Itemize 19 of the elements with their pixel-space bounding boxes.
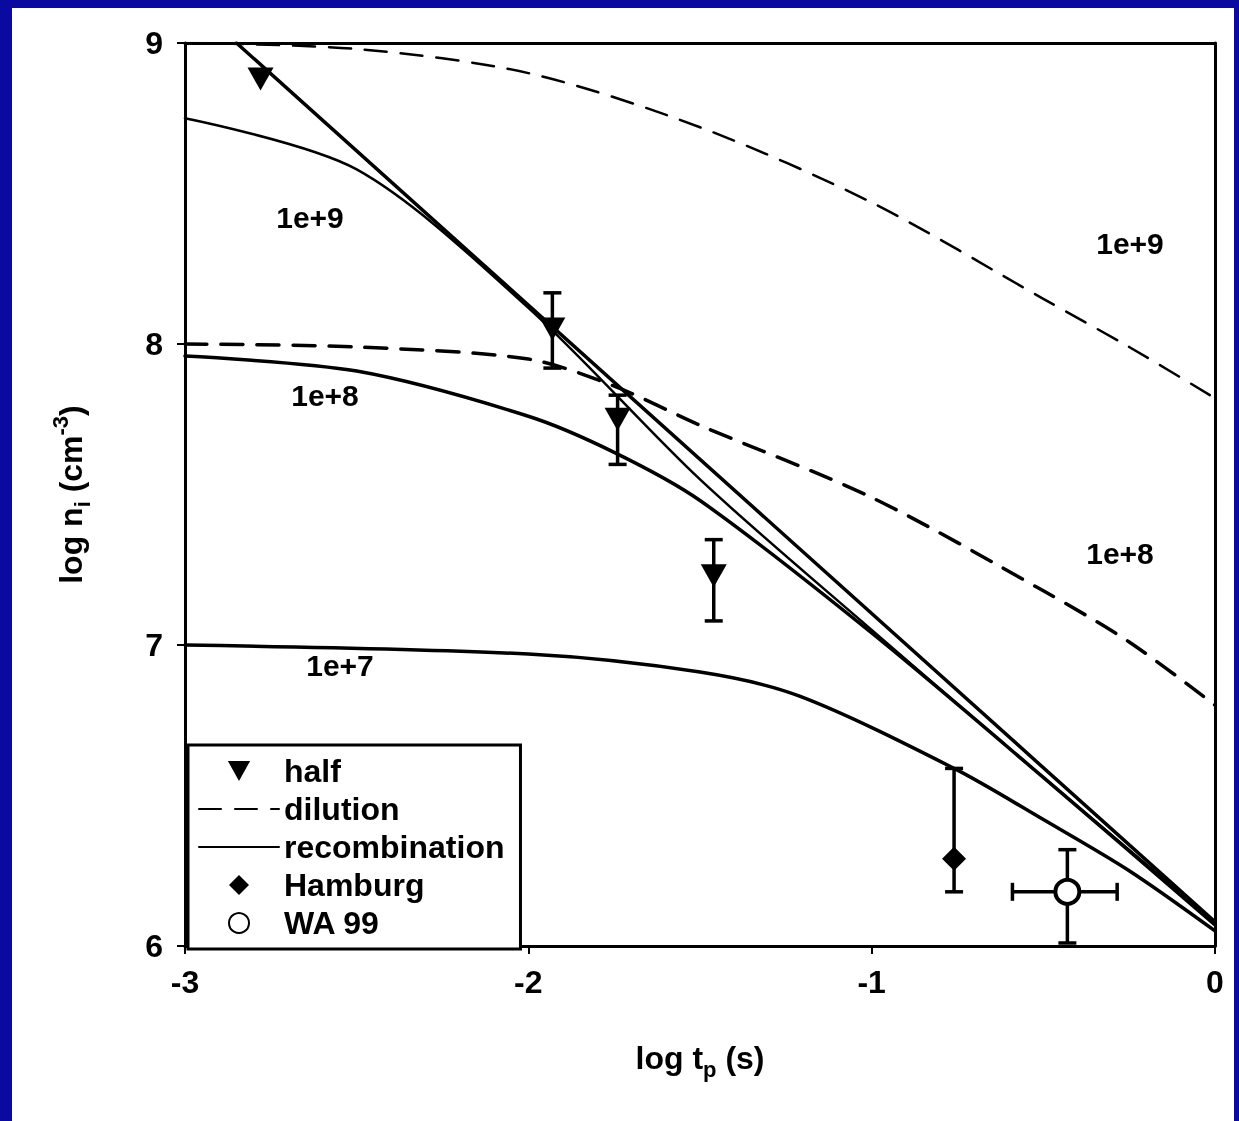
x-tick-label: -3 — [170, 964, 200, 1000]
y-tick-label: 7 — [145, 627, 163, 663]
legend-label: dilution — [284, 791, 400, 827]
legend-label: recombination — [284, 829, 505, 865]
annotation: 1e+7 — [306, 648, 374, 682]
y-axis-title: log ni (cm-3) — [47, 405, 95, 584]
annotation: 1e+8 — [291, 378, 359, 412]
y-tick-label: 8 — [145, 326, 163, 362]
annotation: 1e+9 — [1096, 226, 1164, 260]
annotation: 1e+9 — [276, 200, 344, 234]
x-tick-label: -2 — [514, 964, 543, 1000]
y-tick-label: 6 — [145, 928, 163, 964]
x-tick-label: 0 — [1206, 964, 1224, 1000]
legend-label: Hamburg — [284, 867, 425, 903]
legend-label: WA 99 — [284, 905, 379, 941]
legend-label: half — [284, 753, 342, 789]
x-tick-label: -1 — [857, 964, 886, 1000]
y-tick-label: 9 — [145, 25, 163, 61]
annotation: 1e+8 — [1086, 536, 1154, 570]
